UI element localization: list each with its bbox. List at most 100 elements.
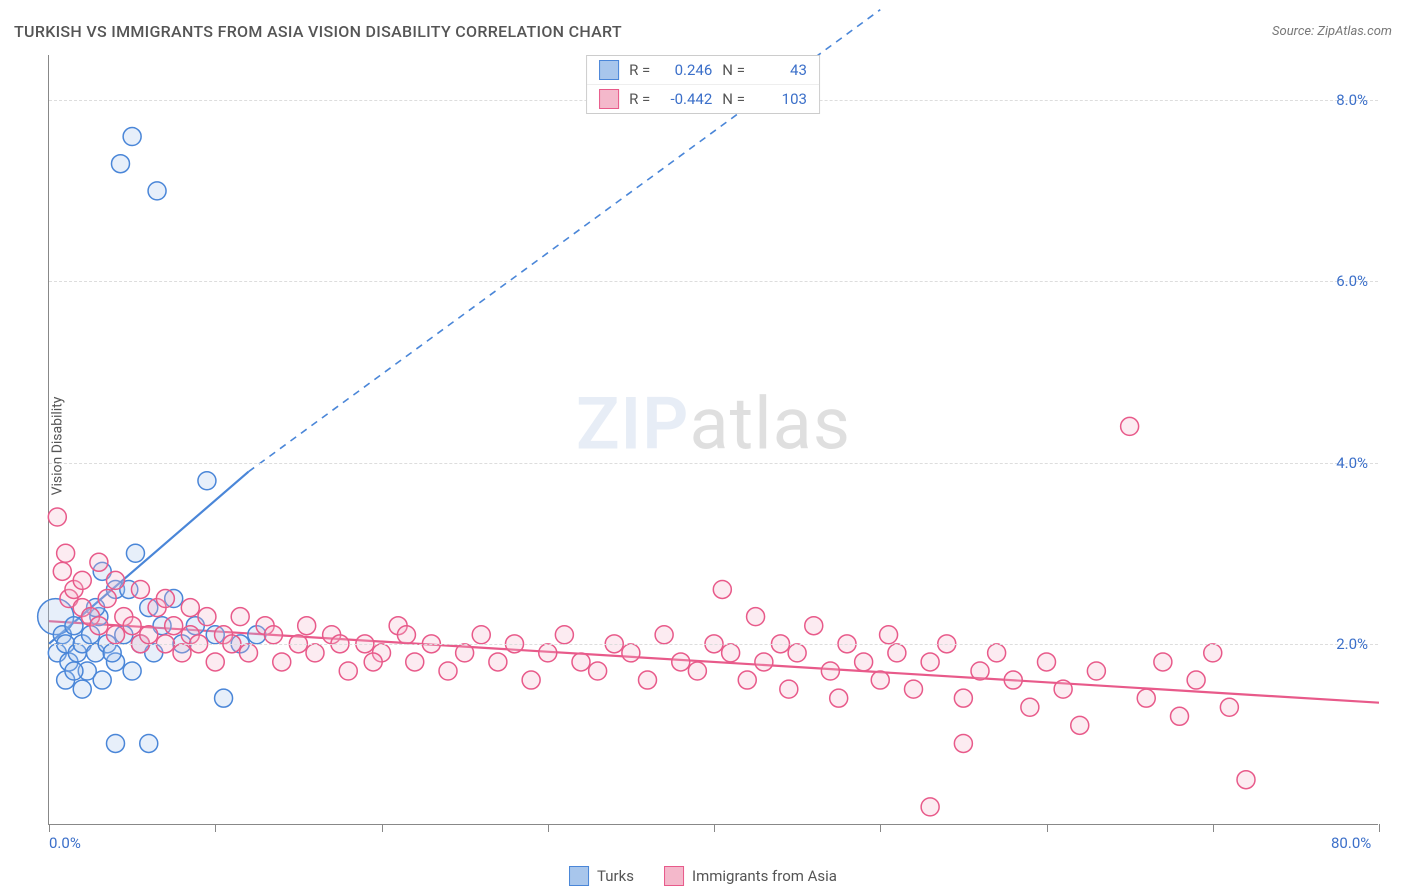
scatter-point: [1154, 653, 1172, 671]
scatter-point: [123, 662, 141, 680]
scatter-point: [672, 653, 690, 671]
bottom-legend: Turks Immigrants from Asia: [569, 866, 837, 886]
scatter-point: [198, 472, 216, 490]
scatter-point: [1137, 689, 1155, 707]
scatter-point: [805, 617, 823, 635]
gridline: [49, 281, 1378, 282]
scatter-point: [1004, 671, 1022, 689]
scatter-point: [439, 662, 457, 680]
scatter-point: [821, 662, 839, 680]
scatter-point: [173, 644, 191, 662]
y-tick-label: 8.0%: [1336, 91, 1368, 109]
scatter-point: [555, 626, 573, 644]
x-tick: [714, 824, 715, 832]
stats-n-value: 103: [755, 90, 807, 108]
scatter-point: [688, 662, 706, 680]
scatter-point: [1204, 644, 1222, 662]
legend-label: Turks: [597, 867, 634, 885]
x-tick: [1213, 824, 1214, 832]
scatter-point: [406, 653, 424, 671]
scatter-point: [298, 617, 316, 635]
scatter-point: [53, 562, 71, 580]
y-tick-label: 4.0%: [1336, 454, 1368, 472]
legend-item: Immigrants from Asia: [664, 866, 837, 886]
scatter-point: [123, 617, 141, 635]
x-tick: [382, 824, 383, 832]
scatter-point: [181, 599, 199, 617]
scatter-point: [111, 155, 129, 173]
scatter-point: [148, 182, 166, 200]
scatter-point: [655, 626, 673, 644]
stats-n-label: N =: [722, 61, 745, 79]
stats-row: R =0.246N =43: [587, 56, 819, 84]
stats-legend-box: R =0.246N =43R =-0.442N =103: [586, 55, 820, 114]
scatter-point: [107, 734, 125, 752]
scatter-point: [780, 680, 798, 698]
scatter-point: [90, 617, 108, 635]
gridline: [49, 644, 1378, 645]
scatter-point: [140, 734, 158, 752]
scatter-point: [888, 644, 906, 662]
scatter-point: [1237, 771, 1255, 789]
scatter-point: [215, 689, 233, 707]
legend-label: Immigrants from Asia: [692, 867, 837, 885]
scatter-point: [397, 626, 415, 644]
scatter-point: [93, 671, 111, 689]
scatter-point: [90, 553, 108, 571]
scatter-point: [880, 626, 898, 644]
scatter-point: [103, 644, 121, 662]
legend-swatch: [599, 60, 619, 80]
scatter-point: [264, 626, 282, 644]
scatter-point: [905, 680, 923, 698]
legend-swatch: [569, 866, 589, 886]
scatter-point: [231, 608, 249, 626]
x-tick: [880, 824, 881, 832]
scatter-point: [206, 653, 224, 671]
scatter-point: [788, 644, 806, 662]
gridline: [49, 463, 1378, 464]
scatter-point: [48, 508, 66, 526]
chart-title: TURKISH VS IMMIGRANTS FROM ASIA VISION D…: [14, 22, 622, 41]
scatter-point: [339, 662, 357, 680]
scatter-point: [65, 662, 83, 680]
scatter-point: [126, 544, 144, 562]
scatter-point: [165, 617, 183, 635]
scatter-point: [738, 671, 756, 689]
scatter-point: [921, 653, 939, 671]
x-tick: [548, 824, 549, 832]
scatter-point: [1187, 671, 1205, 689]
source-label: Source: ZipAtlas.com: [1272, 24, 1392, 39]
scatter-point: [589, 662, 607, 680]
scatter-point: [198, 608, 216, 626]
scatter-point: [123, 128, 141, 146]
scatter-point: [855, 653, 873, 671]
x-tick: [1047, 824, 1048, 832]
scatter-point: [830, 689, 848, 707]
scatter-point: [1087, 662, 1105, 680]
scatter-point: [472, 626, 490, 644]
scatter-point: [73, 571, 91, 589]
scatter-point: [156, 590, 174, 608]
scatter-point: [539, 644, 557, 662]
scatter-point: [622, 644, 640, 662]
scatter-point: [1071, 716, 1089, 734]
stats-n-label: N =: [722, 90, 745, 108]
scatter-point: [1054, 680, 1072, 698]
scatter-point: [921, 798, 939, 816]
scatter-point: [572, 653, 590, 671]
scatter-point: [747, 608, 765, 626]
legend-item: Turks: [569, 866, 634, 886]
stats-r-value: -0.442: [660, 90, 712, 108]
scatter-point: [489, 653, 507, 671]
scatter-point: [1038, 653, 1056, 671]
x-tick-label: 0.0%: [49, 834, 81, 852]
scatter-point: [755, 653, 773, 671]
stats-n-value: 43: [755, 61, 807, 79]
legend-swatch: [664, 866, 684, 886]
scatter-point: [107, 626, 125, 644]
scatter-point: [57, 544, 75, 562]
legend-swatch: [599, 89, 619, 109]
scatter-point: [65, 617, 83, 635]
scatter-point: [713, 580, 731, 598]
scatter-point: [456, 644, 474, 662]
